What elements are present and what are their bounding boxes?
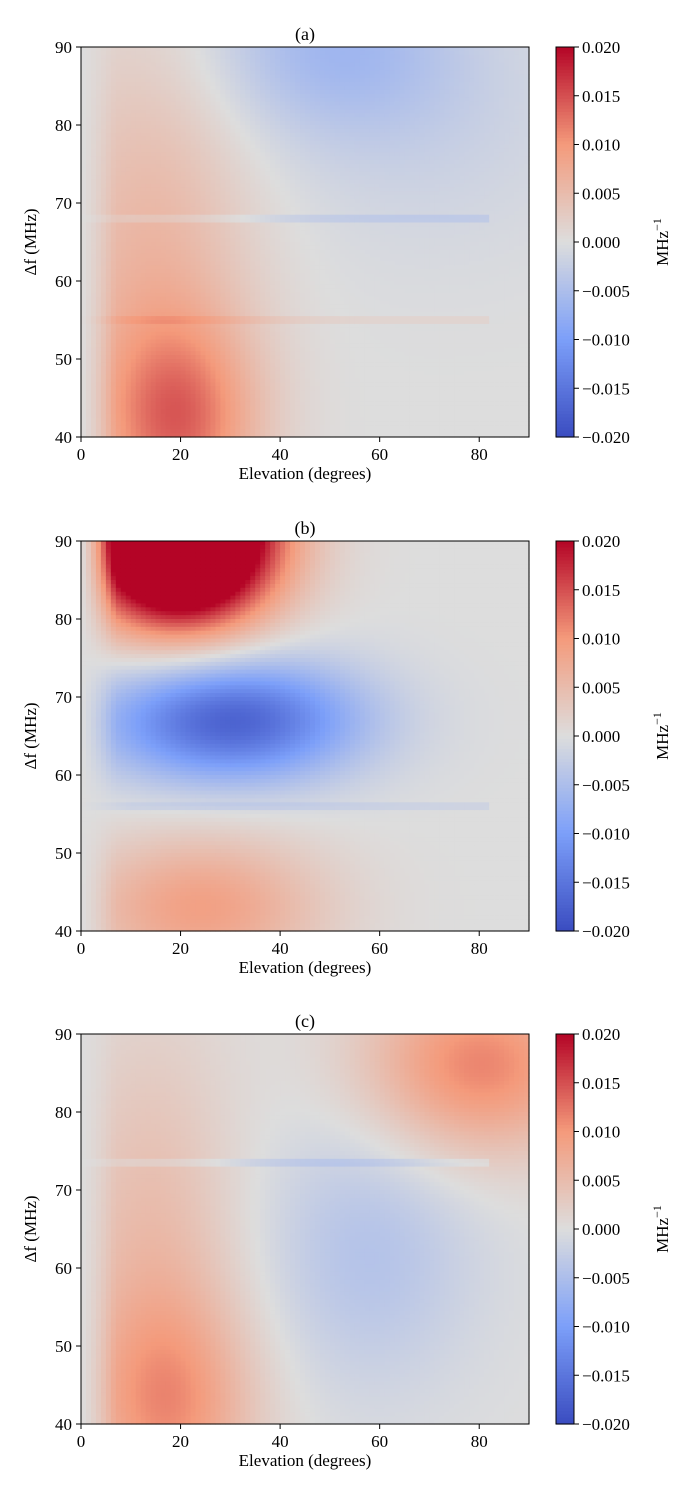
colorbar-tick-label: −0.010 [582, 1318, 630, 1337]
y-tick-label: 70 [55, 194, 72, 213]
colorbar-tick-label: −0.020 [582, 428, 630, 447]
y-axis-label: Δf (MHz) [21, 208, 40, 275]
y-tick-label: 60 [55, 766, 72, 785]
colorbar-tick-label: 0.000 [582, 727, 620, 746]
heatmap-cells [81, 541, 530, 932]
colorbar: −0.020 −0.015 −0.010 −0.005 0.000 0.005 0.010 0… [556, 38, 672, 447]
y-tick-label: 90 [55, 38, 72, 57]
colorbar-tick-label: −0.010 [582, 331, 630, 350]
x-axis-label: Elevation (degrees) [239, 958, 372, 977]
colorbar-tick-label: 0.000 [582, 1220, 620, 1239]
y-tick-label: 50 [55, 1337, 72, 1356]
colorbar-tick-label: 0.020 [582, 1025, 620, 1044]
x-tick-label: 20 [172, 445, 189, 464]
colorbar-tick-label: 0.020 [582, 532, 620, 551]
x-tick-label: 80 [471, 445, 488, 464]
colorbar-tick-label: −0.005 [582, 776, 630, 795]
x-tick-label: 0 [77, 939, 86, 958]
colorbar-tick-label: −0.015 [582, 873, 630, 892]
colorbar-tick-label: 0.010 [582, 1123, 620, 1142]
y-tick-label: 60 [55, 272, 72, 291]
colorbar-tick-label: 0.015 [582, 1074, 620, 1093]
y-tick-label: 50 [55, 844, 72, 863]
colorbar-tick-label: −0.020 [582, 922, 630, 941]
x-tick-label: 40 [272, 939, 289, 958]
y-tick-label: 60 [55, 1259, 72, 1278]
colorbar-tick-label: −0.015 [582, 1366, 630, 1385]
y-tick-label: 90 [55, 532, 72, 551]
colorbar-tick-label: 0.020 [582, 38, 620, 57]
heatmap-cells [81, 47, 530, 438]
panel-title: (b) [295, 518, 316, 539]
colorbar-label: MHz−1 [650, 1205, 672, 1253]
x-tick-label: 60 [371, 1432, 388, 1451]
y-tick-label: 70 [55, 688, 72, 707]
colorbar-tick-label: −0.020 [582, 1415, 630, 1434]
y-axis: 40 50 60 70 80 90 [55, 38, 81, 447]
x-tick-label: 60 [371, 445, 388, 464]
y-tick-label: 90 [55, 1025, 72, 1044]
x-tick-label: 40 [272, 445, 289, 464]
y-tick-label: 80 [55, 610, 72, 629]
y-tick-label: 80 [55, 1103, 72, 1122]
y-tick-label: 50 [55, 350, 72, 369]
colorbar-tick-label: 0.010 [582, 630, 620, 649]
y-axis: 40 50 60 70 80 90 [55, 532, 81, 941]
colorbar: −0.020 −0.015 −0.010 −0.005 0.000 0.005 0.010 0… [556, 532, 672, 941]
colorbar-tick-label: 0.005 [582, 678, 620, 697]
colorbar: −0.020 −0.015 −0.010 −0.005 0.000 0.005 0.010 0… [556, 1025, 672, 1434]
colorbar-tick-label: −0.010 [582, 825, 630, 844]
x-tick-label: 0 [77, 1432, 86, 1451]
colorbar-tick-label: 0.000 [582, 233, 620, 252]
y-tick-label: 70 [55, 1181, 72, 1200]
colorbar-label: MHz−1 [650, 218, 672, 266]
x-tick-label: 40 [272, 1432, 289, 1451]
colorbar-tick-label: 0.005 [582, 1171, 620, 1190]
y-axis-label: Δf (MHz) [21, 702, 40, 769]
y-tick-label: 80 [55, 116, 72, 135]
colorbar-tick-label: −0.005 [582, 1269, 630, 1288]
panel-title: (a) [295, 24, 315, 45]
panel-title: (c) [295, 1011, 315, 1032]
colorbar-tick-label: −0.005 [582, 282, 630, 301]
heatmap-cells [81, 1034, 530, 1425]
x-tick-label: 80 [471, 939, 488, 958]
colorbar-tick-label: 0.015 [582, 581, 620, 600]
x-axis-label: Elevation (degrees) [239, 1451, 372, 1470]
x-tick-label: 20 [172, 1432, 189, 1451]
y-tick-label: 40 [55, 428, 72, 447]
x-tick-label: 80 [471, 1432, 488, 1451]
colorbar-label: MHz−1 [650, 712, 672, 760]
x-axis: 0 20 40 60 80 [77, 437, 488, 464]
x-axis-label: Elevation (degrees) [239, 464, 372, 483]
y-axis: 40 50 60 70 80 90 [55, 1025, 81, 1434]
colorbar-tick-label: 0.005 [582, 184, 620, 203]
x-tick-label: 60 [371, 939, 388, 958]
y-tick-label: 40 [55, 1415, 72, 1434]
y-axis-label: Δf (MHz) [21, 1195, 40, 1262]
x-tick-label: 0 [77, 445, 86, 464]
x-axis: 0 20 40 60 80 [77, 931, 488, 958]
x-axis: 0 20 40 60 80 [77, 1424, 488, 1451]
colorbar-tick-label: 0.010 [582, 136, 620, 155]
y-tick-label: 40 [55, 922, 72, 941]
colorbar-tick-label: 0.015 [582, 87, 620, 106]
x-tick-label: 20 [172, 939, 189, 958]
colorbar-tick-label: −0.015 [582, 379, 630, 398]
